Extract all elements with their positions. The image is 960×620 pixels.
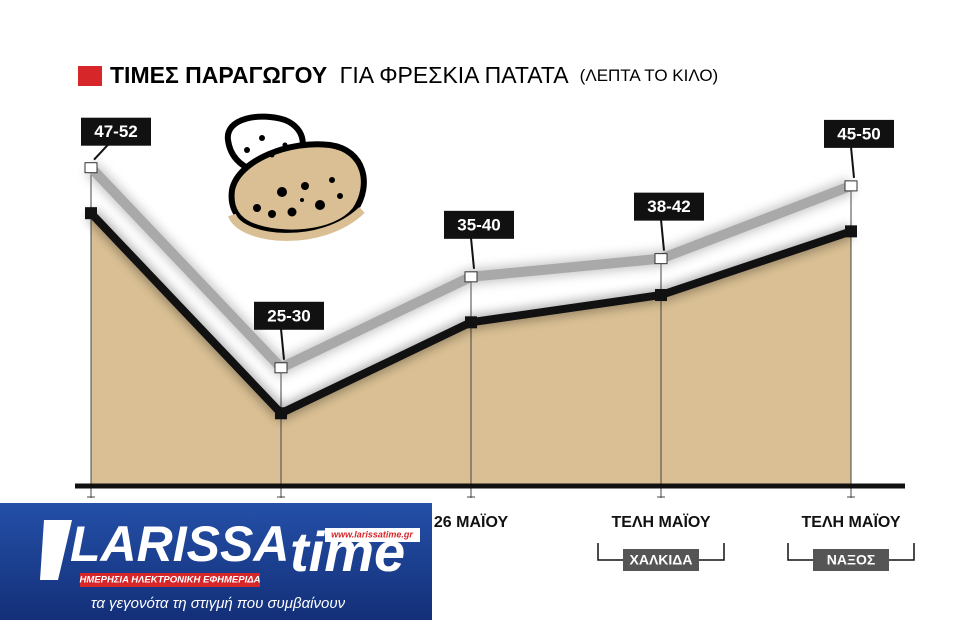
marker [85, 207, 97, 220]
data-label: 45-50 [837, 124, 880, 143]
marker [464, 271, 478, 283]
sublabel-box [813, 549, 889, 571]
label-leader [660, 219, 665, 251]
tagline-bg [80, 573, 260, 587]
chart-title: ΤΙΜΕΣ ΠΑΡΑΓΩΓΟΥ [110, 62, 327, 88]
data-label: 35-40 [457, 215, 500, 234]
x-sublabel: ΝΑΞΟΣ [827, 552, 876, 568]
label-box [254, 301, 324, 330]
label-leader [280, 328, 285, 360]
logo-shape [40, 520, 72, 580]
unit-note: (ΛΕΠΤΑ ΤΟ ΚΙΛΟ) [580, 66, 719, 85]
url: www.larissatime.gr [331, 529, 413, 539]
slogan: τα γεγονότα τη στιγμή που συμβαίνουν [91, 595, 346, 612]
x-sublabel: ΧΑΛΚΙΔΑ [630, 552, 693, 568]
x-tick-label: ΤΕΛΗ ΜΑΪΟΥ [801, 513, 900, 531]
url-bg [325, 528, 420, 542]
marker [275, 407, 287, 420]
label-box [634, 192, 704, 221]
label-leader [93, 144, 109, 161]
label-box [81, 117, 151, 146]
marker [654, 253, 668, 265]
data-label: 38-42 [647, 197, 690, 216]
sublabel-box [623, 549, 699, 571]
watermark: LARISSA time www.larissatime.gr ΗΜΕΡΗΣΙΑ… [0, 503, 432, 620]
watermark-bg [0, 503, 432, 620]
title-line: ΤΙΜΕΣ ΠΑΡΑΓΩΓΟΥ ΓΙΑ ΦΡΕΣΚΙΑ ΠΑΤΑΤΑ (ΛΕΠΤ… [110, 62, 718, 88]
label-leader [470, 237, 475, 269]
marker [84, 162, 98, 174]
label-box [444, 210, 514, 239]
brand-left: LARISSA [70, 516, 289, 572]
marker [844, 180, 858, 192]
x-tick-label: ΤΕΛΗ ΜΑΪΟΥ [611, 513, 710, 531]
marker [465, 316, 477, 329]
label-box [824, 119, 894, 148]
x-tick-label: 26 ΜΑΪΟΥ [434, 513, 509, 531]
potato-icon [224, 113, 367, 241]
data-label: 25-30 [267, 306, 310, 325]
marker [655, 289, 667, 302]
chart-subtitle: ΓΙΑ ΦΡΕΣΚΙΑ ΠΑΤΑΤΑ [340, 62, 570, 88]
label-leader [850, 146, 855, 178]
plot: 47-52 25-30 35-40 38-42 45-50 26 ΜΑΪΟΥ ΤΕΛΗ ΜΑ… [75, 117, 915, 571]
marker [845, 225, 857, 238]
tagline: ΗΜΕΡΗΣΙΑ ΗΛΕΚΤΡΟΝΙΚΗ ΕΦΗΜΕΡΙΔΑ [80, 575, 261, 586]
marker [274, 362, 288, 374]
title-marker [78, 66, 102, 86]
data-label: 47-52 [94, 122, 137, 141]
